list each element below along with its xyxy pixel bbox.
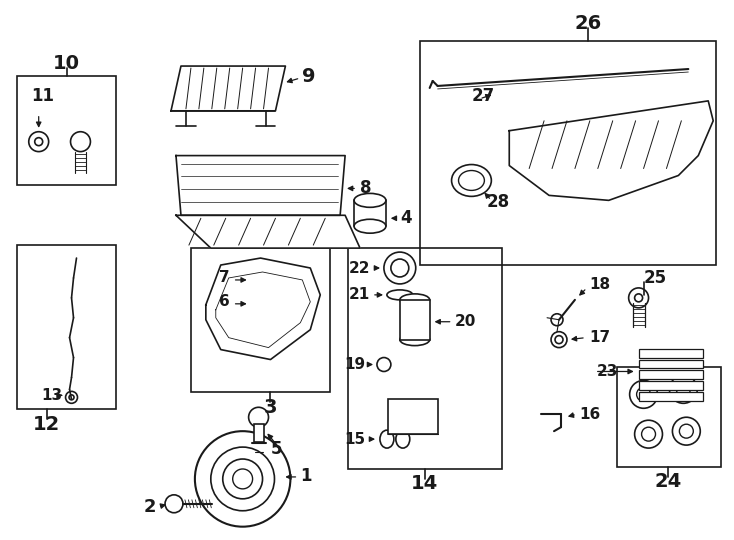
Bar <box>617 368 722 467</box>
Circle shape <box>642 427 655 441</box>
Text: 27: 27 <box>471 87 495 105</box>
Ellipse shape <box>387 290 413 300</box>
Text: 20: 20 <box>454 314 476 329</box>
Circle shape <box>551 332 567 348</box>
Circle shape <box>65 392 78 403</box>
Text: 26: 26 <box>574 14 601 33</box>
Circle shape <box>222 459 263 499</box>
Text: 6: 6 <box>219 294 230 309</box>
Ellipse shape <box>451 165 491 197</box>
Bar <box>348 248 502 469</box>
Text: 10: 10 <box>53 53 80 72</box>
Circle shape <box>250 272 266 288</box>
Circle shape <box>211 447 275 511</box>
Text: 11: 11 <box>31 87 54 105</box>
Bar <box>639 349 703 357</box>
Circle shape <box>195 431 291 526</box>
Text: 18: 18 <box>589 278 610 293</box>
Text: 12: 12 <box>33 415 60 434</box>
Text: 28: 28 <box>487 193 509 211</box>
Text: 2: 2 <box>144 498 156 516</box>
Text: 14: 14 <box>411 475 438 494</box>
Bar <box>639 381 703 390</box>
Text: 9: 9 <box>302 66 316 85</box>
Bar <box>639 370 703 380</box>
Ellipse shape <box>380 430 394 448</box>
Circle shape <box>669 375 697 403</box>
Text: 17: 17 <box>589 330 610 345</box>
Bar <box>639 393 703 401</box>
Polygon shape <box>171 66 286 111</box>
Circle shape <box>551 314 563 326</box>
Polygon shape <box>176 215 360 248</box>
Circle shape <box>636 387 650 401</box>
Text: 19: 19 <box>344 357 365 372</box>
Text: 3: 3 <box>264 398 277 417</box>
Text: 24: 24 <box>655 472 682 491</box>
Text: 16: 16 <box>579 407 600 422</box>
Circle shape <box>553 177 565 188</box>
Bar <box>191 248 330 393</box>
Polygon shape <box>206 258 320 360</box>
Circle shape <box>630 380 658 408</box>
Text: 15: 15 <box>344 431 365 447</box>
Text: 22: 22 <box>349 260 370 275</box>
Text: 5: 5 <box>271 440 282 458</box>
Ellipse shape <box>400 334 429 346</box>
Circle shape <box>628 288 649 308</box>
Bar <box>420 41 716 265</box>
Bar <box>17 76 116 185</box>
Ellipse shape <box>459 171 484 191</box>
Circle shape <box>401 406 425 429</box>
Ellipse shape <box>354 219 386 233</box>
Text: 1: 1 <box>300 467 312 485</box>
Circle shape <box>680 424 694 438</box>
Bar <box>253 424 264 442</box>
Ellipse shape <box>354 193 386 207</box>
Text: 25: 25 <box>644 269 666 287</box>
Text: 7: 7 <box>219 271 230 286</box>
Polygon shape <box>176 156 345 215</box>
Text: 23: 23 <box>597 364 618 379</box>
Bar <box>388 400 437 434</box>
Text: 21: 21 <box>349 287 370 302</box>
Text: 13: 13 <box>42 388 63 403</box>
Circle shape <box>233 469 252 489</box>
Polygon shape <box>509 101 713 200</box>
Circle shape <box>250 296 266 312</box>
Circle shape <box>29 132 48 152</box>
Circle shape <box>239 302 258 322</box>
Circle shape <box>672 417 700 445</box>
Ellipse shape <box>396 430 410 448</box>
Ellipse shape <box>540 146 568 166</box>
Bar <box>639 360 703 368</box>
Text: 4: 4 <box>400 210 412 227</box>
Circle shape <box>531 166 547 181</box>
Ellipse shape <box>400 294 429 306</box>
Bar <box>17 245 116 409</box>
Bar <box>400 300 429 340</box>
Circle shape <box>384 252 415 284</box>
Circle shape <box>377 357 391 372</box>
Circle shape <box>635 420 663 448</box>
Circle shape <box>677 382 691 396</box>
Circle shape <box>165 495 183 513</box>
Text: 8: 8 <box>360 179 371 198</box>
